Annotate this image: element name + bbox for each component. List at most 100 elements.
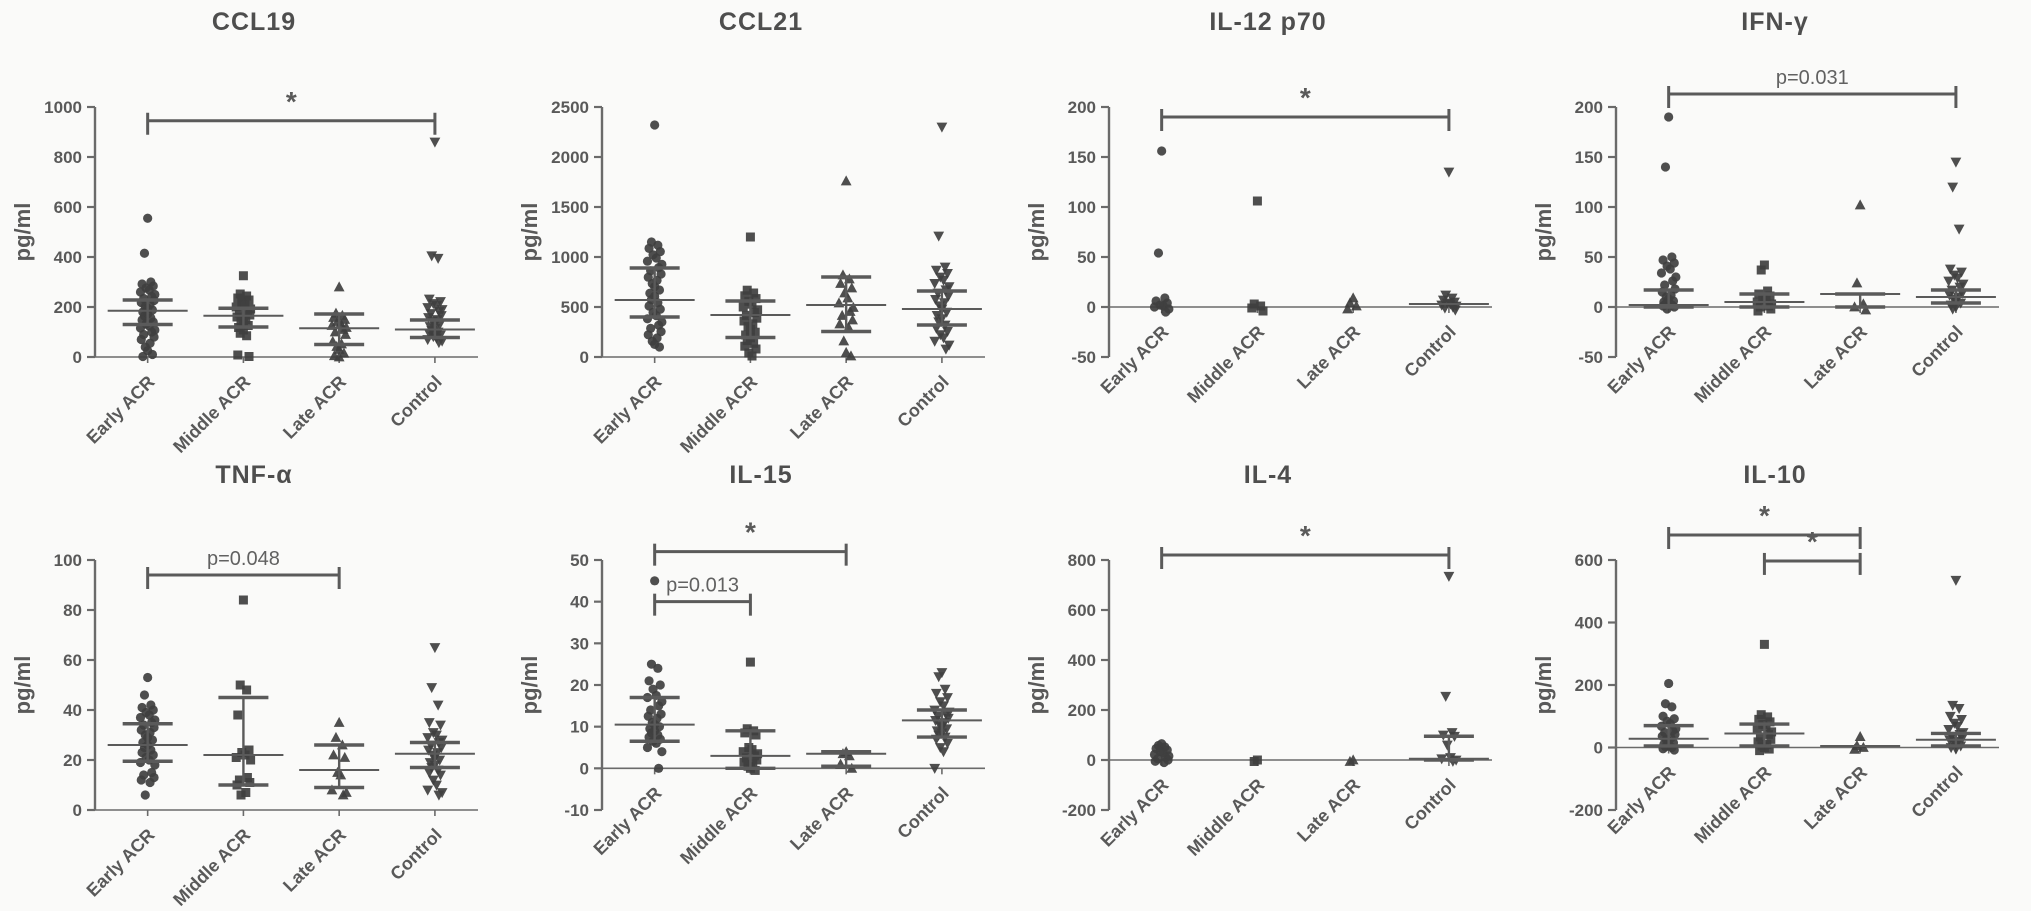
- panel-il4: IL-4 -200 0 200 400 600 800 pg/ml Early ACR Midd…: [1014, 453, 1521, 906]
- data-point: [930, 688, 942, 699]
- y-tick-label: -50: [1071, 348, 1096, 367]
- data-point: [1952, 273, 1963, 284]
- data-point: [246, 755, 256, 765]
- panel-title-il12p70: IL-12 p70: [1209, 8, 1327, 36]
- data-point: [1759, 639, 1769, 649]
- data-point: [751, 344, 761, 354]
- y-tick-label: -10: [564, 801, 589, 820]
- data-point: [847, 314, 858, 325]
- data-point: [942, 269, 953, 279]
- panel-ccl19: CCL19 0 200 400 600 800 1000 pg/ml Early ACR Mid…: [0, 0, 507, 457]
- data-point: [1660, 280, 1670, 290]
- panel-title-tnf-alpha: TNF-α: [215, 461, 293, 489]
- data-point: [1956, 714, 1967, 725]
- y-tick-label: 40: [570, 593, 589, 612]
- x-category-label: Early ACR: [83, 825, 159, 901]
- data-point: [1765, 717, 1775, 727]
- data-point: [435, 720, 446, 731]
- data-point: [422, 303, 434, 314]
- data-point: [1668, 276, 1678, 286]
- panel-ccl21: CCL21 0 500 1000 1500 2000 2500 pg/ml Early ACR…: [507, 0, 1014, 457]
- data-point: [431, 301, 442, 312]
- y-tick-label: 0: [1594, 298, 1603, 317]
- data-point: [657, 747, 667, 757]
- data-point: [1761, 295, 1771, 305]
- data-point: [1849, 743, 1860, 754]
- data-point: [1755, 732, 1765, 742]
- data-point: [233, 710, 243, 720]
- data-point: [1759, 260, 1769, 270]
- panel-title-ccl19: CCL19: [211, 8, 297, 36]
- significance-label: *: [1759, 500, 1770, 531]
- y-tick-label: 0: [1087, 751, 1096, 770]
- data-point: [1854, 730, 1866, 741]
- data-point: [433, 790, 445, 801]
- y-axis-label: pg/ml: [517, 203, 542, 262]
- x-category-label: Middle ACR: [1690, 322, 1775, 407]
- data-point: [1256, 301, 1266, 311]
- y-axis-label: pg/ml: [1531, 656, 1556, 715]
- data-point: [938, 275, 949, 286]
- data-point: [1441, 740, 1453, 751]
- data-point: [654, 285, 665, 295]
- y-tick-label: 40: [63, 701, 82, 720]
- data-point: [1665, 264, 1675, 274]
- data-point: [650, 576, 660, 586]
- data-point: [1756, 710, 1766, 720]
- x-category-label: Late ACR: [1293, 775, 1364, 846]
- panel-il15: IL-15 -10 0 10 20 30 40 50 pg/ml Early ACR Middle…: [507, 453, 1014, 906]
- data-point: [1664, 112, 1674, 122]
- data-point: [333, 351, 345, 362]
- panel-title-il15: IL-15: [729, 461, 793, 489]
- data-point: [834, 318, 846, 329]
- data-point: [1763, 712, 1773, 722]
- data-point: [423, 745, 434, 756]
- data-point: [1766, 304, 1776, 314]
- data-point: [434, 755, 446, 766]
- data-point: [1439, 303, 1451, 314]
- data-point: [750, 327, 760, 337]
- data-point: [1443, 571, 1455, 582]
- data-point: [1342, 303, 1353, 314]
- panel-title-ifn-gamma: IFN-γ: [1741, 8, 1809, 36]
- panel-title-ccl21: CCL21: [718, 8, 804, 36]
- data-point: [653, 663, 663, 673]
- data-point: [1947, 304, 1959, 315]
- data-point: [241, 788, 251, 797]
- data-point: [747, 351, 757, 361]
- y-tick-label: 400: [1068, 651, 1096, 670]
- data-point: [749, 288, 759, 298]
- data-point: [234, 775, 244, 785]
- tnf-alpha-plot: 0 20 40 60 80 100 pg/ml Early ACR Middle ACR Late…: [10, 548, 478, 910]
- x-category-label: Control: [893, 372, 952, 431]
- y-tick-label: 2500: [551, 98, 589, 117]
- y-tick-label: 150: [1068, 148, 1096, 167]
- data-point: [1252, 196, 1262, 206]
- data-point: [835, 277, 846, 288]
- data-point: [941, 307, 953, 318]
- significance-label: *: [1300, 520, 1311, 551]
- y-tick-label: 60: [63, 651, 82, 670]
- data-point: [1943, 724, 1955, 735]
- data-point: [242, 331, 252, 341]
- data-point: [929, 279, 941, 289]
- data-point: [333, 343, 345, 354]
- data-point: [1764, 744, 1774, 754]
- data-point: [930, 295, 941, 305]
- data-point: [654, 701, 664, 711]
- data-point: [1247, 303, 1257, 313]
- data-point: [752, 313, 762, 323]
- data-point: [139, 690, 150, 700]
- data-point: [231, 753, 241, 762]
- y-axis-label: pg/ml: [10, 203, 35, 262]
- data-point: [328, 749, 339, 760]
- panel-il10: IL-10 -200 0 200 400 600 pg/ml Early ACR Middle…: [1521, 453, 2028, 906]
- data-point: [424, 758, 436, 769]
- x-category-label: Late ACR: [279, 825, 350, 896]
- y-tick-label: 0: [73, 801, 82, 820]
- data-point: [238, 595, 248, 605]
- data-point: [1944, 711, 1956, 722]
- data-point: [339, 751, 351, 762]
- data-point: [740, 341, 750, 351]
